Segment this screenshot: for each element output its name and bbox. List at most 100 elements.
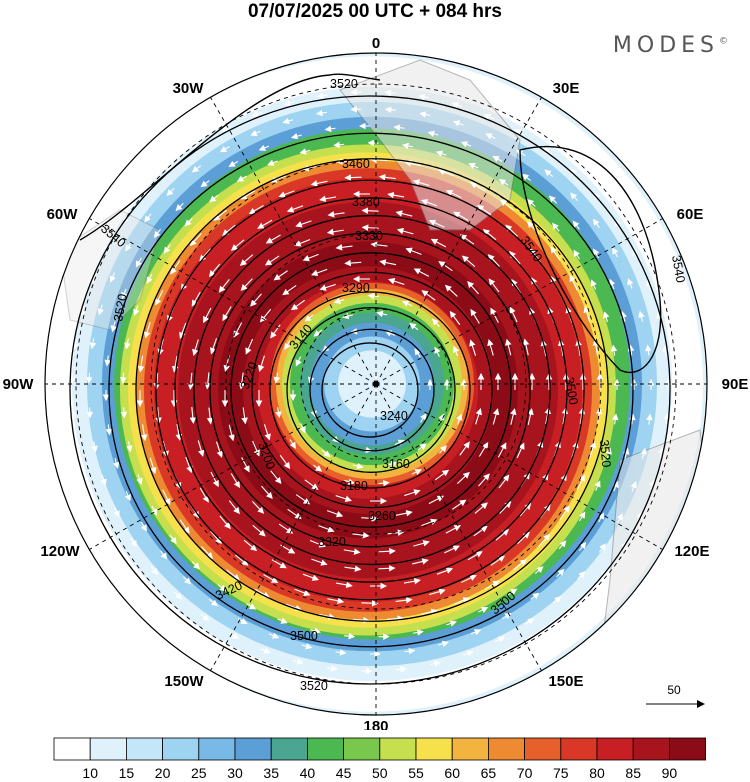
wind-vector (250, 129, 261, 137)
wind-vector (124, 490, 131, 502)
wind-vector (435, 150, 447, 157)
lon-label-30e: 30E (553, 80, 580, 97)
wind-vector (352, 531, 370, 539)
wind-vector (367, 292, 379, 300)
colorbar-tick-label: 20 (155, 765, 171, 781)
meridian (89, 218, 377, 385)
wind-vector (144, 213, 152, 223)
wind-vector (452, 345, 460, 357)
wind-vector (142, 188, 151, 197)
wind-vector (570, 192, 579, 202)
wind-vector (311, 558, 328, 566)
wind-vector (271, 559, 287, 569)
wind-vector (72, 339, 79, 351)
colorbar-box (306, 737, 344, 761)
lon-label-120w: 120W (40, 543, 80, 560)
wind-vector (453, 211, 469, 221)
wind-vector (552, 596, 562, 604)
height-contour (69, 95, 671, 685)
wind-vector (497, 442, 507, 458)
wind-vector (240, 190, 256, 200)
wind-vector (203, 307, 212, 324)
wind-vector (248, 205, 264, 215)
wind-vector (395, 666, 407, 673)
wind-vector (189, 406, 197, 425)
wind-vector (558, 540, 567, 550)
wind-vector (378, 547, 396, 555)
wind-vector (234, 554, 249, 566)
wind-vector (609, 278, 616, 290)
wind-vector (412, 629, 424, 636)
contour-label: 3260 (368, 509, 396, 523)
wind-vector (573, 249, 580, 260)
contour-label: 3180 (340, 479, 368, 493)
colorbar-box (524, 737, 562, 761)
contour-label: 3520 (111, 293, 130, 323)
wind-vector (445, 190, 462, 199)
contour-label: 3500 (290, 629, 318, 643)
wind-vector (136, 474, 143, 485)
lon-label-30w: 30W (173, 80, 205, 97)
wind-vector (387, 615, 405, 622)
wind-vector (507, 588, 518, 596)
wind-vector (470, 629, 482, 636)
wind-vector (153, 228, 161, 239)
wind-vector (237, 618, 248, 625)
map-title: 07/07/2025 00 UTC + 084 hrs (247, 1, 503, 22)
wind-vector (401, 300, 413, 307)
meridian (375, 383, 542, 671)
wind-vector (278, 523, 294, 534)
wind-vector (361, 599, 379, 607)
wind-vector (483, 114, 495, 121)
wind-vector (290, 299, 306, 311)
wind-vector (243, 539, 258, 552)
wind-vector (287, 508, 302, 520)
wind-vector (662, 345, 669, 357)
wind-vector (576, 474, 585, 491)
wind-vector (270, 324, 281, 339)
polar-jet-map: 3520 3500 3460 3420 3380 3330 3290 3240 … (3, 35, 749, 730)
wind-vector (344, 478, 355, 485)
colorbar-box (234, 737, 272, 761)
wind-vector (311, 268, 328, 277)
wind-vector (509, 250, 521, 265)
wind-vector (474, 502, 488, 514)
wind-vector (327, 682, 339, 689)
wind-vector (327, 211, 345, 218)
wind-vector (393, 124, 405, 131)
wind-vector (352, 616, 370, 624)
wind-vector (318, 613, 336, 620)
wind-vector (344, 632, 356, 640)
wind-vector (548, 195, 558, 204)
colorbar-tick-label: 90 (662, 765, 678, 781)
wind-vector (252, 440, 260, 457)
wind-vector (344, 174, 362, 181)
wind-vector (579, 511, 586, 522)
wind-vector (490, 555, 506, 566)
wind-vector (395, 596, 413, 604)
wind-vector (169, 534, 177, 545)
wind-vector (184, 218, 193, 227)
wind-vector (79, 305, 86, 317)
wind-vector (476, 204, 492, 216)
wind-vector (86, 407, 94, 419)
wind-vector (299, 148, 311, 155)
contour-label: 3320 (318, 535, 346, 549)
lon-label-60e: 60E (677, 206, 704, 223)
wind-vector (279, 454, 291, 470)
wind-vector (191, 165, 201, 173)
wind-vector (112, 458, 120, 470)
wind-vector (290, 132, 302, 140)
wind-vector (495, 529, 510, 541)
wind-vector (627, 344, 635, 356)
wind-vector (150, 591, 158, 600)
wind-vector (189, 233, 202, 247)
wind-vector (478, 473, 490, 487)
wind-vector (94, 505, 101, 517)
height-contour (321, 342, 419, 438)
height-contour (174, 197, 568, 583)
wind-vector (403, 577, 421, 585)
wind-vector (210, 338, 218, 355)
wind-vector (133, 305, 140, 316)
lon-label-60w: 60W (47, 206, 79, 223)
